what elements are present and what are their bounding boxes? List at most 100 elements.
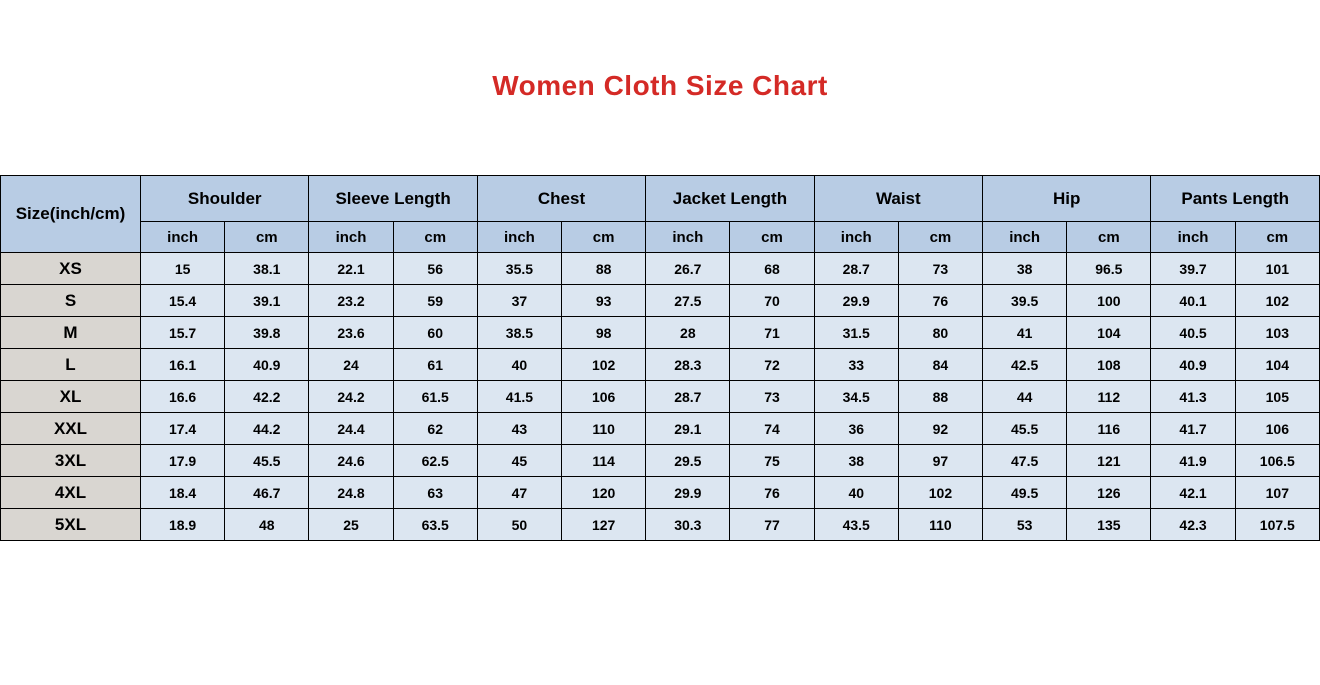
unit-header-inch: inch bbox=[813, 221, 899, 253]
measurement-value: 56 bbox=[392, 252, 478, 285]
measurement-value: 80 bbox=[897, 316, 984, 349]
measurement-value: 45.5 bbox=[982, 412, 1068, 445]
measurement-value: 16.1 bbox=[139, 348, 226, 381]
measurement-value: 28.7 bbox=[645, 380, 731, 413]
measurement-value: 102 bbox=[1234, 284, 1320, 317]
measurement-value: 120 bbox=[561, 476, 647, 509]
measurement-value: 40.9 bbox=[224, 348, 310, 381]
measurement-value: 15.4 bbox=[139, 284, 226, 317]
column-group-hip: Hip bbox=[982, 174, 1152, 223]
measurement-value: 30.3 bbox=[645, 508, 731, 541]
size-label: 3XL bbox=[0, 444, 141, 477]
unit-header-inch: inch bbox=[139, 221, 226, 253]
measurement-value: 100 bbox=[1066, 284, 1152, 317]
measurement-value: 104 bbox=[1066, 316, 1152, 349]
column-group-sleeve-length: Sleeve Length bbox=[308, 174, 478, 223]
unit-header-inch: inch bbox=[645, 221, 731, 253]
measurement-value: 114 bbox=[561, 444, 647, 477]
column-group-pants-length: Pants Length bbox=[1150, 174, 1320, 223]
measurement-value: 41.5 bbox=[476, 380, 563, 413]
column-group-waist: Waist bbox=[813, 174, 984, 223]
unit-header-cm: cm bbox=[729, 221, 815, 253]
measurement-value: 36 bbox=[813, 412, 899, 445]
measurement-value: 40 bbox=[476, 348, 563, 381]
measurement-value: 27.5 bbox=[645, 284, 731, 317]
measurement-value: 116 bbox=[1066, 412, 1152, 445]
measurement-value: 62 bbox=[392, 412, 478, 445]
measurement-value: 29.9 bbox=[645, 476, 731, 509]
measurement-value: 98 bbox=[561, 316, 647, 349]
measurement-value: 63 bbox=[392, 476, 478, 509]
measurement-value: 46.7 bbox=[224, 476, 310, 509]
measurement-value: 24.8 bbox=[308, 476, 394, 509]
measurement-value: 40 bbox=[813, 476, 899, 509]
measurement-value: 38.1 bbox=[224, 252, 310, 285]
measurement-value: 33 bbox=[813, 348, 899, 381]
measurement-value: 107 bbox=[1234, 476, 1320, 509]
measurement-value: 68 bbox=[729, 252, 815, 285]
measurement-value: 74 bbox=[729, 412, 815, 445]
group-header-row: Size(inch/cm) Shoulder Sleeve Length Chest… bbox=[0, 174, 1320, 253]
size-label: M bbox=[0, 316, 141, 349]
unit-header-cm: cm bbox=[224, 221, 310, 253]
unit-header-inch: inch bbox=[308, 221, 394, 253]
measurement-value: 29.5 bbox=[645, 444, 731, 477]
size-label: 4XL bbox=[0, 476, 141, 509]
measurement-value: 110 bbox=[897, 508, 984, 541]
measurement-value: 96.5 bbox=[1066, 252, 1152, 285]
table-row-4xl: 4XL 18.4 46.7 24.8 63 47 120 29.9 76 40 102 49.5 126… bbox=[0, 476, 1320, 509]
measurement-value: 44 bbox=[982, 380, 1068, 413]
measurement-value: 71 bbox=[729, 316, 815, 349]
unit-header-inch: inch bbox=[476, 221, 563, 253]
measurement-value: 121 bbox=[1066, 444, 1152, 477]
measurement-value: 47 bbox=[476, 476, 563, 509]
corner-header: Size(inch/cm) bbox=[0, 175, 141, 253]
unit-header-cm: cm bbox=[1066, 221, 1152, 253]
measurement-value: 24.6 bbox=[308, 444, 394, 477]
table-row-5xl: 5XL 18.9 48 25 63.5 50 127 30.3 77 43.5 110 53 135 42… bbox=[0, 508, 1320, 541]
measurement-value: 37 bbox=[476, 284, 563, 317]
table-row-xxl: XXL 17.4 44.2 24.4 62 43 110 29.1 74 36 92 45.5 116 4… bbox=[0, 412, 1320, 445]
measurement-value: 88 bbox=[561, 252, 647, 285]
measurement-value: 93 bbox=[561, 284, 647, 317]
measurement-value: 31.5 bbox=[813, 316, 899, 349]
measurement-value: 29.1 bbox=[645, 412, 731, 445]
column-group-chest: Chest bbox=[476, 174, 647, 223]
measurement-value: 75 bbox=[729, 444, 815, 477]
measurement-value: 39.7 bbox=[1150, 252, 1236, 285]
measurement-value: 104 bbox=[1234, 348, 1320, 381]
unit-header-cm: cm bbox=[561, 221, 647, 253]
size-label: L bbox=[0, 348, 141, 381]
measurement-value: 61 bbox=[392, 348, 478, 381]
measurement-value: 106.5 bbox=[1234, 444, 1320, 477]
measurement-value: 106 bbox=[561, 380, 647, 413]
unit-header-inch: inch bbox=[982, 221, 1068, 253]
measurement-value: 47.5 bbox=[982, 444, 1068, 477]
measurement-value: 72 bbox=[729, 348, 815, 381]
unit-header-cm: cm bbox=[897, 221, 984, 253]
size-label: XL bbox=[0, 380, 141, 413]
measurement-value: 24 bbox=[308, 348, 394, 381]
measurement-value: 62.5 bbox=[392, 444, 478, 477]
measurement-value: 42.3 bbox=[1150, 508, 1236, 541]
measurement-value: 24.4 bbox=[308, 412, 394, 445]
table-row-xl: XL 16.6 42.2 24.2 61.5 41.5 106 28.7 73 34.5 88 44 1… bbox=[0, 380, 1320, 413]
measurement-value: 73 bbox=[897, 252, 984, 285]
measurement-value: 105 bbox=[1234, 380, 1320, 413]
measurement-value: 28.3 bbox=[645, 348, 731, 381]
measurement-value: 38 bbox=[813, 444, 899, 477]
measurement-value: 101 bbox=[1234, 252, 1320, 285]
unit-header-cm: cm bbox=[392, 221, 478, 253]
measurement-value: 63.5 bbox=[392, 508, 478, 541]
measurement-value: 106 bbox=[1234, 412, 1320, 445]
measurement-value: 26.7 bbox=[645, 252, 731, 285]
measurement-value: 60 bbox=[392, 316, 478, 349]
size-label: XS bbox=[0, 252, 141, 285]
column-group-jacket-length: Jacket Length bbox=[645, 174, 815, 223]
measurement-value: 97 bbox=[897, 444, 984, 477]
measurement-value: 59 bbox=[392, 284, 478, 317]
table-row-3xl: 3XL 17.9 45.5 24.6 62.5 45 114 29.5 75 38 97 47.5 12… bbox=[0, 444, 1320, 477]
size-chart-table: Size(inch/cm) Shoulder Sleeve Length Chest… bbox=[0, 174, 1320, 541]
measurement-value: 42.2 bbox=[224, 380, 310, 413]
